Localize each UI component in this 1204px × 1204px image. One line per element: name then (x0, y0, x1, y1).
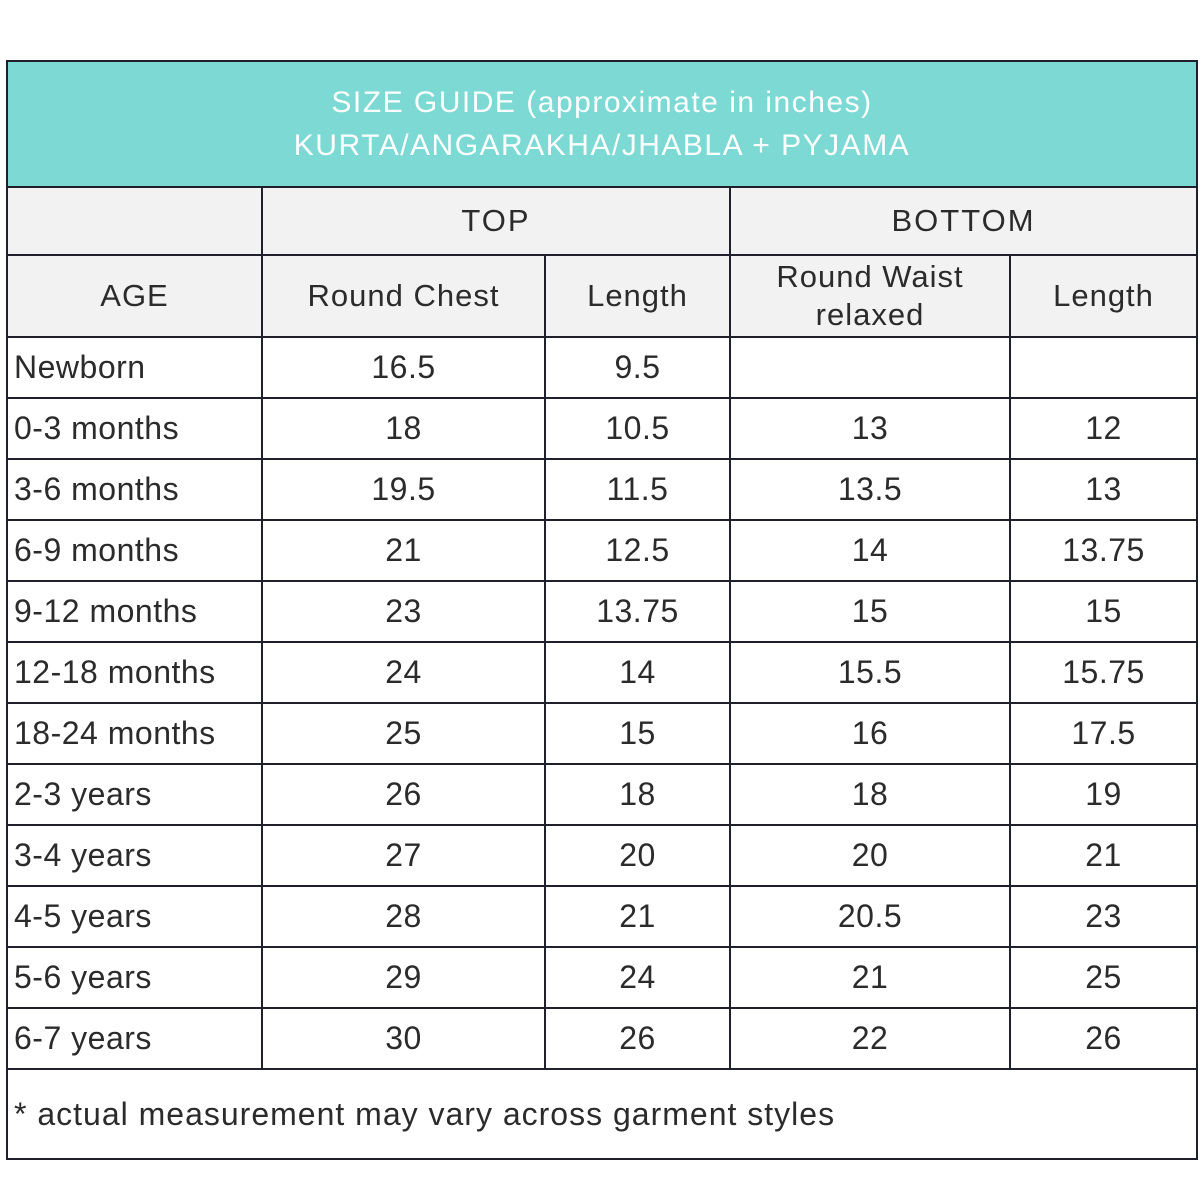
table-row: 6-7 years 30 26 22 26 (6, 1007, 1199, 1070)
group-header-top: TOP (261, 186, 731, 256)
value-cell: 24 (261, 641, 546, 704)
table-body: Newborn 16.5 9.5 0-3 months 18 10.5 13 12 3-6 mo… (6, 336, 1199, 1070)
value-cell: 19.5 (261, 458, 546, 521)
value-cell: 27 (261, 824, 546, 887)
age-cell: 12-18 months (6, 641, 263, 704)
value-cell: 26 (544, 1007, 731, 1070)
age-cell: 3-4 years (6, 824, 263, 887)
value-cell: 20.5 (729, 885, 1011, 948)
column-header-round-chest: Round Chest (261, 254, 546, 338)
value-cell: 13.75 (1008, 519, 1199, 582)
table-row: 6-9 months 21 12.5 14 13.75 (6, 519, 1199, 582)
value-cell: 14 (729, 519, 1011, 582)
value-cell (729, 336, 1011, 399)
value-cell: 23 (261, 580, 546, 643)
group-header-empty (6, 186, 263, 256)
value-cell: 28 (261, 885, 546, 948)
table-row: 3-6 months 19.5 11.5 13.5 13 (6, 458, 1199, 521)
table-row: 12-18 months 24 14 15.5 15.75 (6, 641, 1199, 704)
value-cell: 22 (729, 1007, 1011, 1070)
age-cell: 6-7 years (6, 1007, 263, 1070)
title-line-2: KURTA/ANGARAKHA/JHABLA + PYJAMA (293, 129, 911, 162)
value-cell: 15.5 (729, 641, 1011, 704)
value-cell: 25 (1008, 946, 1199, 1009)
value-cell: 12 (1008, 397, 1199, 460)
age-cell: 2-3 years (6, 763, 263, 826)
age-cell: 5-6 years (6, 946, 263, 1009)
footnote: * actual measurement may vary across gar… (5, 1068, 1199, 1160)
table-row: 3-4 years 27 20 20 21 (6, 824, 1199, 887)
size-guide-title: SIZE GUIDE (approximate in inches) KURTA… (5, 60, 1199, 188)
value-cell: 16.5 (261, 336, 546, 399)
value-cell: 20 (544, 824, 731, 887)
footnote-row: * actual measurement may vary across gar… (5, 1068, 1199, 1160)
age-cell: 4-5 years (6, 885, 263, 948)
value-cell: 9.5 (544, 336, 731, 399)
value-cell: 13 (729, 397, 1011, 460)
value-cell: 21 (261, 519, 546, 582)
value-cell: 26 (261, 763, 546, 826)
value-cell: 15 (544, 702, 731, 765)
value-cell: 30 (261, 1007, 546, 1070)
value-cell: 21 (1008, 824, 1199, 887)
value-cell: 15 (729, 580, 1011, 643)
table-row: 0-3 months 18 10.5 13 12 (6, 397, 1199, 460)
value-cell: 17.5 (1008, 702, 1199, 765)
value-cell: 18 (729, 763, 1011, 826)
value-cell: 13 (1008, 458, 1199, 521)
value-cell: 10.5 (544, 397, 731, 460)
value-cell: 13.75 (544, 580, 731, 643)
value-cell: 29 (261, 946, 546, 1009)
age-cell: Newborn (6, 336, 263, 399)
title-band: SIZE GUIDE (approximate in inches) KURTA… (5, 60, 1199, 188)
value-cell: 15 (1008, 580, 1199, 643)
age-cell: 18-24 months (6, 702, 263, 765)
value-cell (1008, 336, 1199, 399)
table-row: 4-5 years 28 21 20.5 23 (6, 885, 1199, 948)
value-cell: 18 (544, 763, 731, 826)
value-cell: 23 (1008, 885, 1199, 948)
group-header-bottom: BOTTOM (728, 186, 1199, 256)
column-header-top-length: Length (544, 254, 731, 338)
table-row: 18-24 months 25 15 16 17.5 (6, 702, 1199, 765)
table-row: 2-3 years 26 18 18 19 (6, 763, 1199, 826)
table-row: 9-12 months 23 13.75 15 15 (6, 580, 1199, 643)
value-cell: 14 (544, 641, 731, 704)
age-cell: 3-6 months (6, 458, 263, 521)
value-cell: 21 (729, 946, 1011, 1009)
value-cell: 20 (729, 824, 1011, 887)
column-header-round-waist: Round Waist relaxed (729, 254, 1011, 338)
value-cell: 12.5 (544, 519, 731, 582)
value-cell: 25 (261, 702, 546, 765)
value-cell: 19 (1008, 763, 1199, 826)
size-guide-table: SIZE GUIDE (approximate in inches) KURTA… (5, 60, 1199, 1160)
column-header-bottom-length: Length (1008, 254, 1199, 338)
group-header-row: TOP BOTTOM (6, 186, 1199, 256)
value-cell: 16 (729, 702, 1011, 765)
age-cell: 6-9 months (6, 519, 263, 582)
table-row: 5-6 years 29 24 21 25 (6, 946, 1199, 1009)
value-cell: 15.75 (1008, 641, 1199, 704)
value-cell: 21 (544, 885, 731, 948)
age-cell: 0-3 months (6, 397, 263, 460)
value-cell: 26 (1008, 1007, 1199, 1070)
column-header-row: AGE Round Chest Length Round Waist relax… (6, 254, 1199, 338)
value-cell: 13.5 (729, 458, 1011, 521)
age-cell: 9-12 months (6, 580, 263, 643)
title-line-1: SIZE GUIDE (approximate in inches) (331, 86, 873, 119)
value-cell: 11.5 (544, 458, 731, 521)
value-cell: 24 (544, 946, 731, 1009)
table-row: Newborn 16.5 9.5 (6, 336, 1199, 399)
column-header-age: AGE (6, 254, 263, 338)
value-cell: 18 (261, 397, 546, 460)
